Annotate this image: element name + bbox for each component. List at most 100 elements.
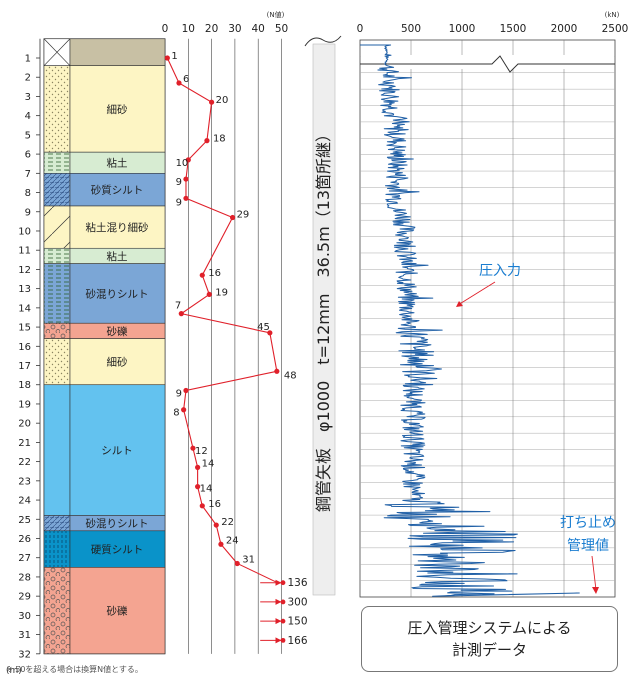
annotation-stop-arrow (591, 555, 597, 591)
n-value-point (185, 157, 191, 163)
n-value-line (166, 57, 278, 564)
footnote: ※ 50を超える場合は換算N値とする。 (6, 665, 143, 674)
depth-label: 23 (18, 476, 31, 487)
n-value-label: 6 (183, 74, 189, 85)
soil-pattern-fill (44, 205, 70, 249)
depth-label: 3 (25, 92, 31, 103)
n-over-point (280, 580, 286, 586)
depth-label: 19 (18, 399, 31, 410)
depth-label: 8 (25, 188, 31, 199)
n-value-point (195, 464, 201, 470)
n-value-point (183, 387, 189, 394)
soil-layer-block (69, 173, 166, 207)
n-over-arrow-head (275, 598, 282, 605)
n-tick-label: 50 (275, 23, 288, 35)
n-value-point (274, 368, 280, 374)
pile-spec-bar (304, 35, 342, 596)
depth-label: 9 (25, 207, 31, 218)
annotation-press-force: 圧入力 (479, 263, 521, 279)
n-over-label: 166 (288, 635, 308, 647)
depth-label: 15 (18, 323, 31, 334)
depth-label: 32 (18, 649, 31, 660)
n-value-point (183, 176, 189, 182)
depth-label: 7 (25, 169, 31, 180)
axis-break-line (360, 55, 615, 73)
soil-layer-label: 砂混りシルト (86, 517, 149, 530)
force-tick-label: 1500 (500, 23, 527, 35)
pile-spec-bar-fill (312, 43, 336, 596)
n-value-chart: 0 10 20 30 40 50(N値)1620181099291619745489812… (162, 10, 308, 654)
caption-line-2: 計測データ (451, 641, 527, 659)
force-tick-label: 1000 (449, 23, 476, 35)
depth-label: 21 (18, 438, 31, 449)
n-value-label: 18 (213, 134, 226, 145)
n-value-point (206, 291, 212, 298)
soil-layer-block (69, 65, 166, 153)
force-tick-label: 500 (401, 23, 421, 35)
depth-label: 1 (25, 54, 31, 65)
depth-label: 27 (18, 553, 31, 564)
n-value-label: 9 (176, 197, 182, 208)
press-force-trace (360, 44, 580, 597)
soil-pattern-fill (44, 152, 70, 174)
depth-label: 29 (18, 592, 31, 603)
soil-layer-label: 粘土 (107, 250, 128, 263)
n-value-label: 7 (175, 301, 181, 312)
n-value-label: 1 (171, 51, 177, 62)
n-value-label: 16 (208, 499, 221, 510)
n-value-point (190, 445, 196, 451)
depth-label: 22 (18, 457, 31, 468)
force-unit-label: (kN) (605, 11, 620, 19)
soil-layer-label: 砂礫 (107, 605, 128, 618)
depth-label: 26 (18, 534, 31, 545)
n-value-label: 22 (221, 517, 234, 528)
n-over-point (280, 599, 286, 605)
n-value-point (164, 55, 170, 61)
depth-label: 24 (18, 496, 31, 507)
n-over-label: 136 (288, 577, 308, 589)
n-over-point (280, 618, 286, 624)
n-value-point (213, 522, 219, 528)
pile-spec-label-box: 鋼管矢板 φ1000 t=12mm 36.5m（13箇所継） (313, 44, 335, 595)
n-value-label: 31 (242, 554, 255, 565)
n-over-label: 300 (288, 596, 308, 608)
n-value-point (176, 80, 182, 86)
soil-layer-label: 細砂 (107, 356, 128, 369)
depth-label: 30 (18, 611, 31, 622)
soil-layer-block (69, 384, 166, 516)
n-value-point (234, 560, 240, 567)
n-over-label: 150 (288, 616, 308, 628)
soil-pattern-fill (44, 263, 70, 324)
depth-label: 28 (18, 572, 31, 583)
soil-column: 1234567891011121314151617181920212223242… (6, 38, 166, 675)
depth-label: 6 (25, 150, 31, 161)
n-value-label: 24 (226, 535, 239, 546)
n-value-point (181, 407, 187, 413)
n-value-label: 8 (173, 408, 179, 419)
n-value-point (195, 484, 201, 490)
n-value-point (183, 195, 189, 201)
n-value-label: 29 (237, 210, 250, 221)
n-value-point (204, 138, 210, 144)
depth-label: 25 (18, 515, 31, 526)
soil-pattern-fill (44, 530, 70, 568)
depth-label: 5 (25, 130, 31, 141)
n-value-label: 45 (257, 322, 270, 333)
soil-layer-block (69, 38, 166, 66)
n-value-point (199, 503, 205, 509)
depth-label: 18 (18, 380, 31, 391)
annotation-press-force-arrowhead (456, 301, 463, 307)
n-tick-label: 0 (162, 23, 169, 35)
soil-cross-line (43, 38, 71, 66)
n-value-point (218, 541, 224, 547)
depth-label: 13 (18, 284, 31, 295)
soil-layer-label: 粘土混り細砂 (86, 221, 149, 234)
annotation-stop-line-2: 管理値 (567, 538, 609, 554)
soil-layer-label: 砂混りシルト (86, 287, 149, 300)
soil-pattern-strip (43, 384, 71, 516)
soil-layer-block (69, 530, 166, 568)
force-tick-label: 2500 (602, 23, 629, 35)
n-value-label: 12 (195, 446, 208, 457)
n-tick-label: 40 (252, 23, 265, 35)
